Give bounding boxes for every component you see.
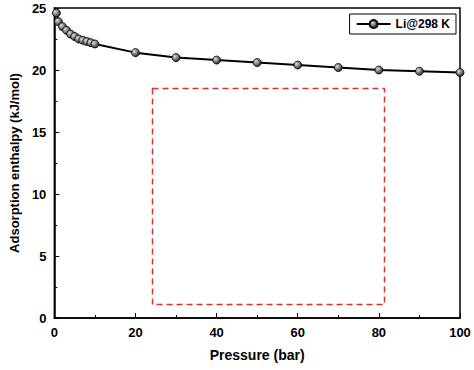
- svg-text:60: 60: [291, 325, 305, 340]
- svg-text:25: 25: [32, 1, 46, 16]
- svg-text:5: 5: [39, 249, 46, 264]
- svg-text:Li@298 K: Li@298 K: [396, 17, 451, 31]
- svg-text:Adsorption enthalpy (kJ/mol): Adsorption enthalpy (kJ/mol): [7, 73, 22, 253]
- svg-text:20: 20: [32, 63, 46, 78]
- svg-text:40: 40: [209, 325, 223, 340]
- svg-text:20: 20: [128, 325, 142, 340]
- svg-text:0: 0: [39, 311, 46, 326]
- svg-text:10: 10: [32, 187, 46, 202]
- svg-text:15: 15: [32, 125, 46, 140]
- svg-text:100: 100: [449, 325, 471, 340]
- svg-text:80: 80: [372, 325, 386, 340]
- svg-text:0: 0: [51, 325, 58, 340]
- svg-text:Pressure (bar): Pressure (bar): [210, 347, 305, 363]
